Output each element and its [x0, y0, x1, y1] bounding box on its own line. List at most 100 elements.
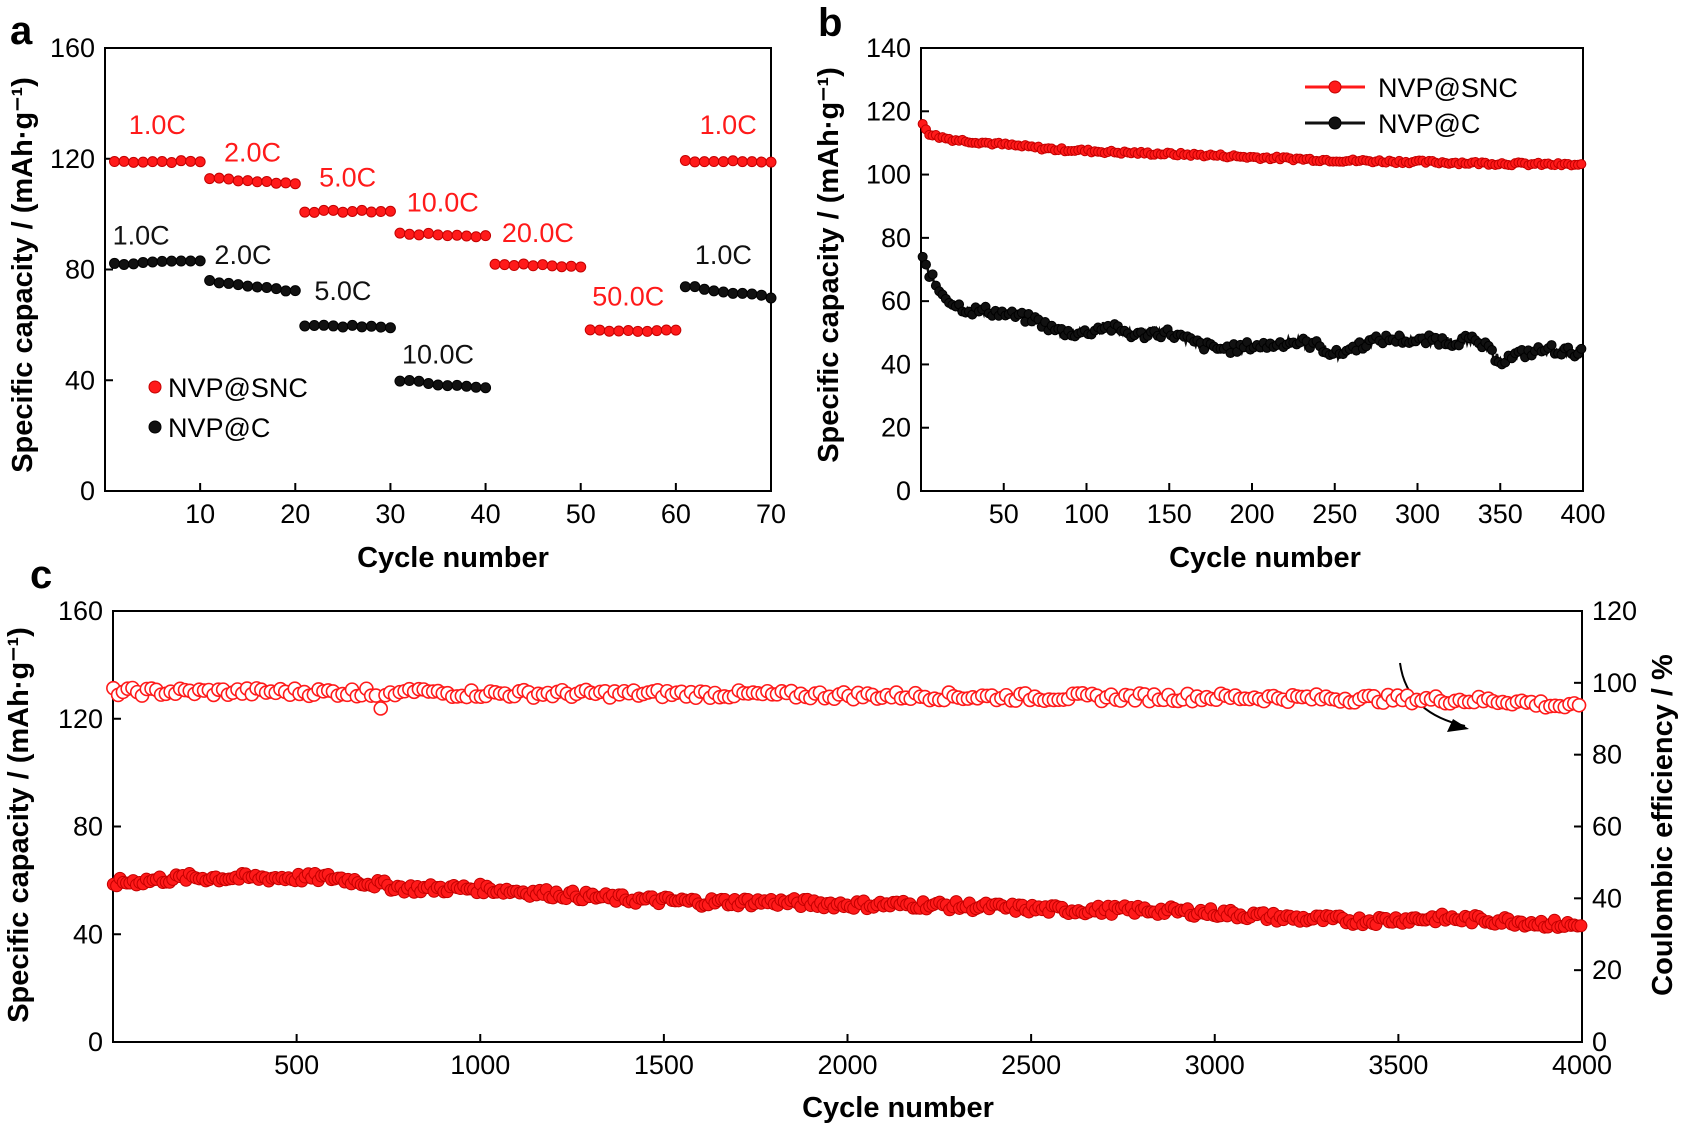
data-point-NVP@C-1.0C	[147, 256, 159, 268]
rate-label-NVP@C-10.0C: 10.0C	[402, 340, 474, 370]
data-point-coulombic-efficiency	[1571, 697, 1587, 713]
data-point-NVP@C-2.0C	[289, 285, 301, 297]
panel-b-x-tick-label: 50	[989, 499, 1019, 529]
data-point-NVP@SNC-1.0C	[128, 156, 140, 168]
panel-c-x-tick-label: 500	[274, 1050, 319, 1080]
panel-c-x-tick-label: 3500	[1368, 1050, 1428, 1080]
data-point-NVP@C-5.0C	[308, 319, 320, 331]
panel-b-axes: 50 100 150 200 250 300 350 400 0 20 40 60 80 100 120 14…	[866, 33, 1606, 529]
data-point-NVP@C-5.0C	[327, 320, 339, 332]
panel-c-y2-tick-label: 0	[1592, 1027, 1607, 1057]
data-point-NVP@C-5.0C	[375, 321, 387, 333]
data-point-NVP@SNC-10.0C	[403, 228, 415, 240]
data-point-NVP@SNC-2.0C	[261, 175, 273, 187]
panel-letter-a: a	[10, 9, 33, 53]
data-point-NVP@C-2.0C	[261, 282, 273, 294]
data-point-NVP@SNC-1.0C	[137, 156, 149, 168]
data-point-NVP@C-5.0C	[356, 321, 368, 333]
panel-a-y-label: Specific capacity / (mAh·g⁻¹)	[7, 77, 39, 473]
data-point-NVP@SNC-50.0C	[613, 325, 625, 337]
data-point-NVP@SNC-20.0C	[518, 258, 530, 270]
data-point-NVP@SNC-10.0C	[480, 230, 492, 242]
data-point-NVP@SNC-1.0C	[109, 156, 121, 168]
rate-label-NVP@SNC-5.0C: 5.0C	[319, 162, 376, 192]
panel-a-x-tick-label: 60	[661, 499, 691, 529]
data-point-NVP@C	[1486, 345, 1497, 356]
data-point-NVP@SNC-50.0C	[594, 324, 606, 336]
panel-a-y-tick-label: 160	[50, 33, 95, 63]
data-point-NVP@SNC-5.0C	[308, 206, 320, 218]
data-point-NVP@SNC-50.0C	[651, 325, 663, 337]
panel-b-y-tick-label: 120	[866, 96, 911, 126]
data-point-NVP@SNC-50.0C	[670, 324, 682, 336]
data-point-NVP@SNC-2.0C	[242, 175, 254, 187]
data-point-NVP@SNC-5.0C	[318, 204, 330, 216]
panel-a-x-tick-label: 30	[375, 499, 405, 529]
data-point-NVP@SNC-2.0C	[213, 172, 225, 184]
data-point-NVP@SNC-1.0C	[679, 155, 691, 167]
data-point-NVP@SNC-2.0C	[204, 173, 216, 185]
panel-c-x-tick-label: 1500	[634, 1050, 694, 1080]
data-point-NVP@C-2.0C	[280, 285, 292, 297]
panel-c-x-tick-label: 1000	[450, 1050, 510, 1080]
data-point-NVP@SNC-5.0C	[337, 206, 349, 218]
data-point-NVP@SNC-1.0C	[746, 156, 758, 168]
data-point-NVP@C-5.0C	[299, 320, 311, 332]
data-point-NVP@C-10.0C	[461, 380, 473, 392]
legend-b-snc-marker	[1328, 80, 1342, 94]
data-point-NVP@SNC-20.0C	[527, 260, 539, 272]
panel-c-y-tick-label: 160	[58, 596, 103, 626]
data-point-NVP@SNC-1.0C	[118, 155, 130, 167]
data-point-NVP@SNC-5.0C	[346, 205, 358, 217]
legend-a-c-marker	[148, 420, 162, 434]
data-point-NVP@SNC-10.0C	[413, 229, 425, 241]
data-point-NVP@SNC-1.0C	[194, 156, 206, 168]
panel-a-x-tick-label: 70	[756, 499, 786, 529]
data-point-NVP@C-1.0C	[765, 292, 777, 304]
panel-b-y-tick-label: 20	[881, 413, 911, 443]
data-point-specific-capacity	[1574, 919, 1588, 933]
data-point-NVP@C-1.0C	[698, 283, 710, 295]
panel-a-legend: NVP@SNC NVP@C	[148, 373, 308, 443]
data-point-NVP@SNC-1.0C	[765, 156, 777, 168]
data-point-NVP@C	[920, 259, 931, 270]
rate-label-NVP@SNC-2.0C: 2.0C	[224, 138, 281, 168]
panel-c-x-tick-label: 2000	[817, 1050, 877, 1080]
data-point-NVP@C-2.0C	[223, 277, 235, 289]
data-point-NVP@SNC-20.0C	[565, 260, 577, 272]
data-point-NVP@SNC-1.0C	[698, 156, 710, 168]
panel-c-y2-tick-label: 20	[1592, 955, 1622, 985]
data-point-NVP@C-1.0C	[118, 258, 130, 270]
data-point-NVP@C	[1576, 343, 1587, 354]
data-point-NVP@SNC-1.0C	[755, 156, 767, 168]
data-point-NVP@C-5.0C	[365, 320, 377, 332]
data-point-NVP@SNC-20.0C	[556, 261, 568, 273]
panel-a-x-tick-label: 20	[280, 499, 310, 529]
panel-c-y-tick-label: 120	[58, 704, 103, 734]
data-point-NVP@SNC-5.0C	[299, 206, 311, 218]
rate-label-NVP@SNC-1.0C: 1.0C	[129, 110, 186, 140]
rate-label-NVP@C-5.0C: 5.0C	[314, 276, 371, 306]
panel-a-x-tick-label: 50	[566, 499, 596, 529]
panel-b-y-tick-label: 0	[896, 476, 911, 506]
data-point-NVP@C-2.0C	[232, 279, 244, 291]
panel-c-x-tick-label: 2500	[1001, 1050, 1061, 1080]
data-point-NVP@SNC-10.0C	[461, 230, 473, 242]
panel-a-x-tick-label: 40	[471, 499, 501, 529]
data-point-NVP@SNC-2.0C	[289, 178, 301, 190]
panel-a-y-tick-label: 120	[50, 144, 95, 174]
rate-label-NVP@SNC-20.0C: 20.0C	[502, 218, 574, 248]
panel-b-x-tick-label: 200	[1229, 499, 1274, 529]
data-point-NVP@SNC-1.0C	[185, 155, 197, 167]
data-point-NVP@SNC-10.0C	[451, 229, 463, 241]
panel-b-y-tick-label: 140	[866, 33, 911, 63]
data-point-NVP@SNC-20.0C	[508, 260, 520, 272]
panel-c-axes: 500 1000 1500 2000 2500 3000 3500 4000040801201…	[58, 596, 1637, 1080]
panel-c-y2-label: Coulombic efficiency / %	[1647, 654, 1679, 996]
data-point-NVP@SNC-20.0C	[546, 260, 558, 272]
rate-label-NVP@C-1.0C: 1.0C	[113, 221, 170, 251]
data-point-NVP@SNC-50.0C	[622, 325, 634, 337]
data-point-NVP@C-1.0C	[736, 287, 748, 299]
legend-a-snc-marker	[148, 380, 162, 394]
